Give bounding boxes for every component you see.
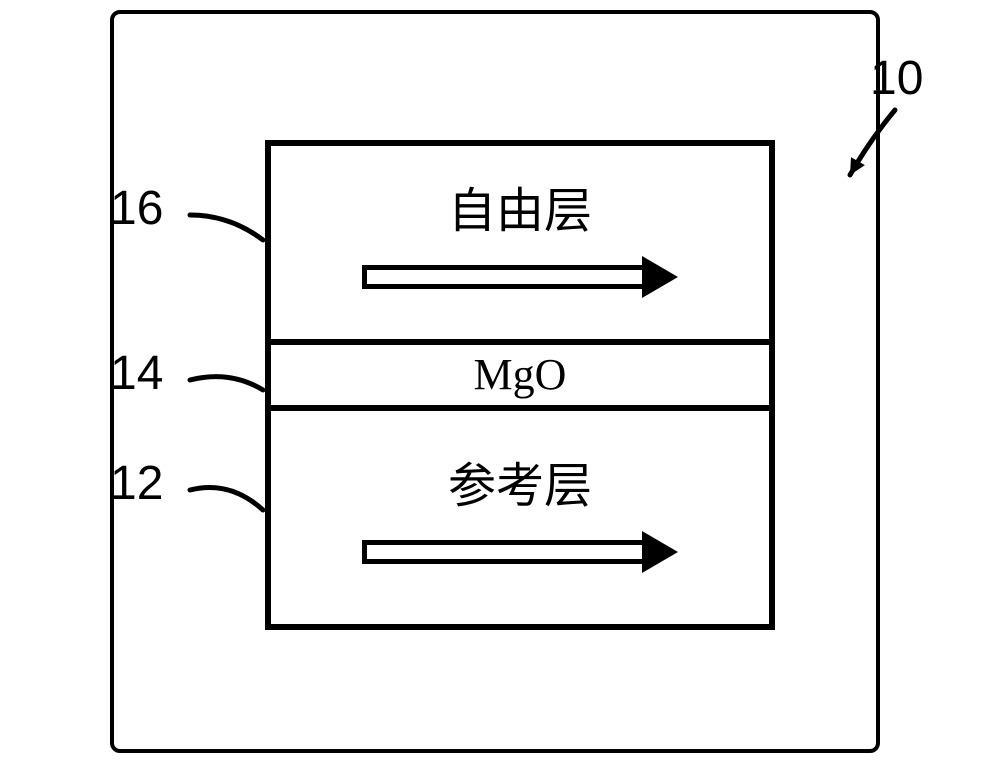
callout-leaders bbox=[0, 0, 1000, 766]
figure-canvas: 自由层 MgO 参考层 10 16 14 12 bbox=[0, 0, 1000, 766]
